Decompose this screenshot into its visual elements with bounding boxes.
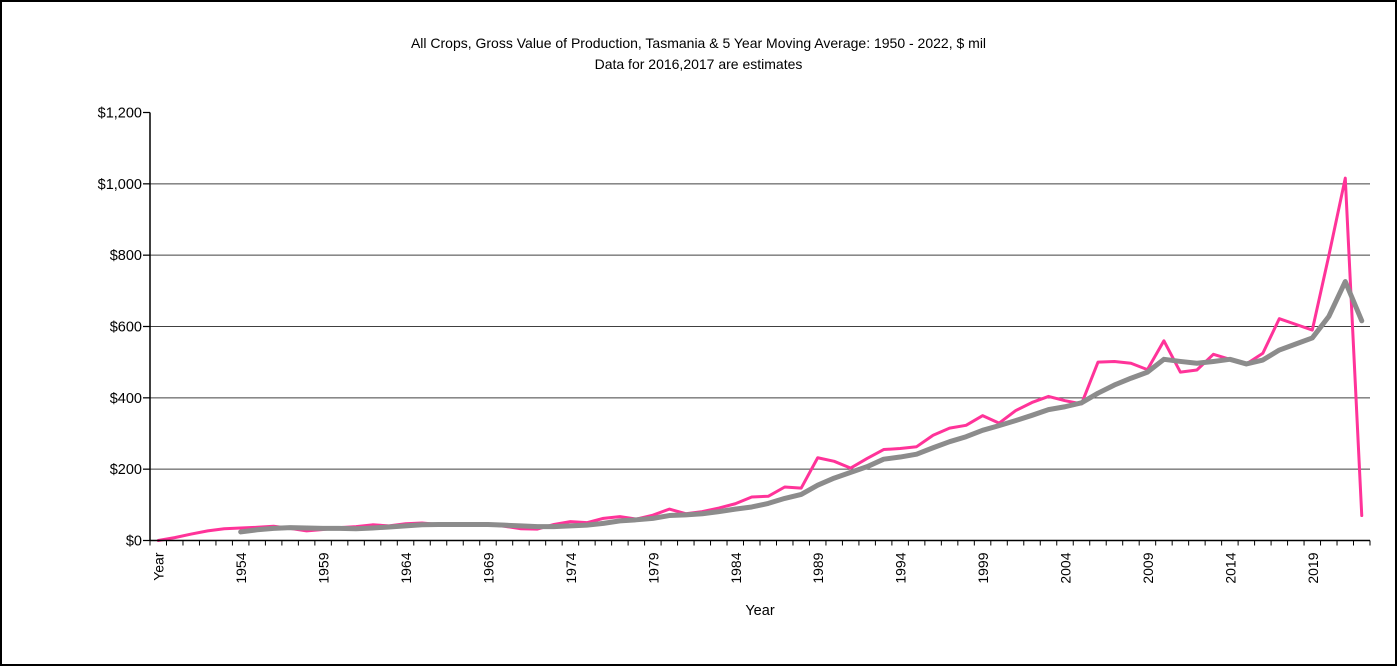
x-axis-tick-label: 1979 — [645, 552, 661, 583]
chart-subtitle: Data for 2016,2017 are estimates — [594, 56, 803, 72]
x-axis-tick-label: 1989 — [810, 552, 826, 583]
y-axis-tick-label: $0 — [126, 534, 142, 550]
y-axis-tick-label: $800 — [110, 248, 142, 264]
y-axis-tick-label: $200 — [110, 462, 142, 478]
y-axis-tick-label: $1,200 — [98, 106, 142, 122]
x-axis-tick-label: 2004 — [1058, 552, 1074, 583]
x-axis-tick-label: 1959 — [316, 552, 332, 583]
y-axis-tick-label: $400 — [110, 391, 142, 407]
x-axis-tick-label: 1974 — [563, 552, 579, 583]
x-axis-tick-label: 1999 — [975, 552, 991, 583]
x-axis-title: Year — [745, 603, 774, 619]
x-axis-tick-label: 1954 — [233, 552, 249, 583]
x-axis-tick-label: 1969 — [480, 552, 496, 583]
x-axis-tick-label: 1964 — [398, 552, 414, 583]
x-axis-tick-label: 1994 — [893, 552, 909, 583]
x-axis-tick-label: Year — [151, 552, 167, 581]
chart-title: All Crops, Gross Value of Production, Ta… — [410, 35, 987, 51]
x-axis-tick-label: 2014 — [1222, 552, 1238, 583]
chart-title-block: All Crops, Gross Value of Production, Ta… — [2, 33, 1395, 75]
x-axis-tick-label: 1984 — [728, 552, 744, 583]
y-axis-tick-label: $600 — [110, 320, 142, 336]
series-moving-average-line — [238, 279, 1365, 535]
x-axis-tick-label: 2019 — [1305, 552, 1321, 583]
x-axis-tick-label: 2009 — [1140, 552, 1156, 583]
y-axis-tick-label: $1,000 — [98, 177, 142, 193]
